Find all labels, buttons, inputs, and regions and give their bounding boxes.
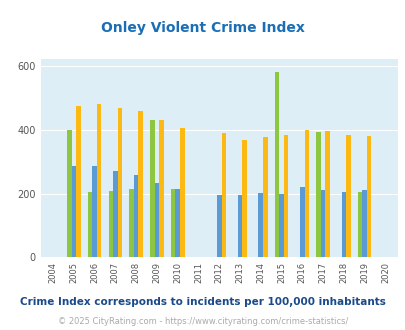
Text: Onley Violent Crime Index: Onley Violent Crime Index — [101, 21, 304, 35]
Bar — [341, 192, 345, 257]
Bar — [299, 187, 304, 257]
Bar — [76, 106, 81, 257]
Bar — [159, 120, 163, 257]
Bar — [366, 136, 371, 257]
Bar — [345, 135, 350, 257]
Bar — [150, 120, 154, 257]
Bar — [71, 166, 76, 257]
Bar — [138, 111, 143, 257]
Bar — [237, 195, 242, 257]
Bar — [92, 166, 97, 257]
Bar — [242, 140, 246, 257]
Bar — [324, 131, 329, 257]
Bar — [357, 192, 362, 257]
Bar — [113, 171, 117, 257]
Bar — [221, 133, 226, 257]
Bar — [108, 191, 113, 257]
Bar — [67, 130, 71, 257]
Bar — [117, 108, 122, 257]
Bar — [134, 175, 138, 257]
Bar — [154, 183, 159, 257]
Bar — [87, 192, 92, 257]
Bar — [279, 193, 283, 257]
Bar — [179, 128, 184, 257]
Bar — [258, 193, 262, 257]
Bar — [171, 189, 175, 257]
Bar — [97, 104, 101, 257]
Text: Crime Index corresponds to incidents per 100,000 inhabitants: Crime Index corresponds to incidents per… — [20, 297, 385, 307]
Bar — [283, 135, 288, 257]
Text: © 2025 CityRating.com - https://www.cityrating.com/crime-statistics/: © 2025 CityRating.com - https://www.city… — [58, 317, 347, 326]
Bar — [175, 189, 179, 257]
Bar — [216, 195, 221, 257]
Bar — [129, 189, 134, 257]
Bar — [274, 72, 279, 257]
Bar — [315, 132, 320, 257]
Bar — [262, 137, 267, 257]
Bar — [320, 190, 324, 257]
Bar — [304, 130, 309, 257]
Bar — [362, 190, 366, 257]
